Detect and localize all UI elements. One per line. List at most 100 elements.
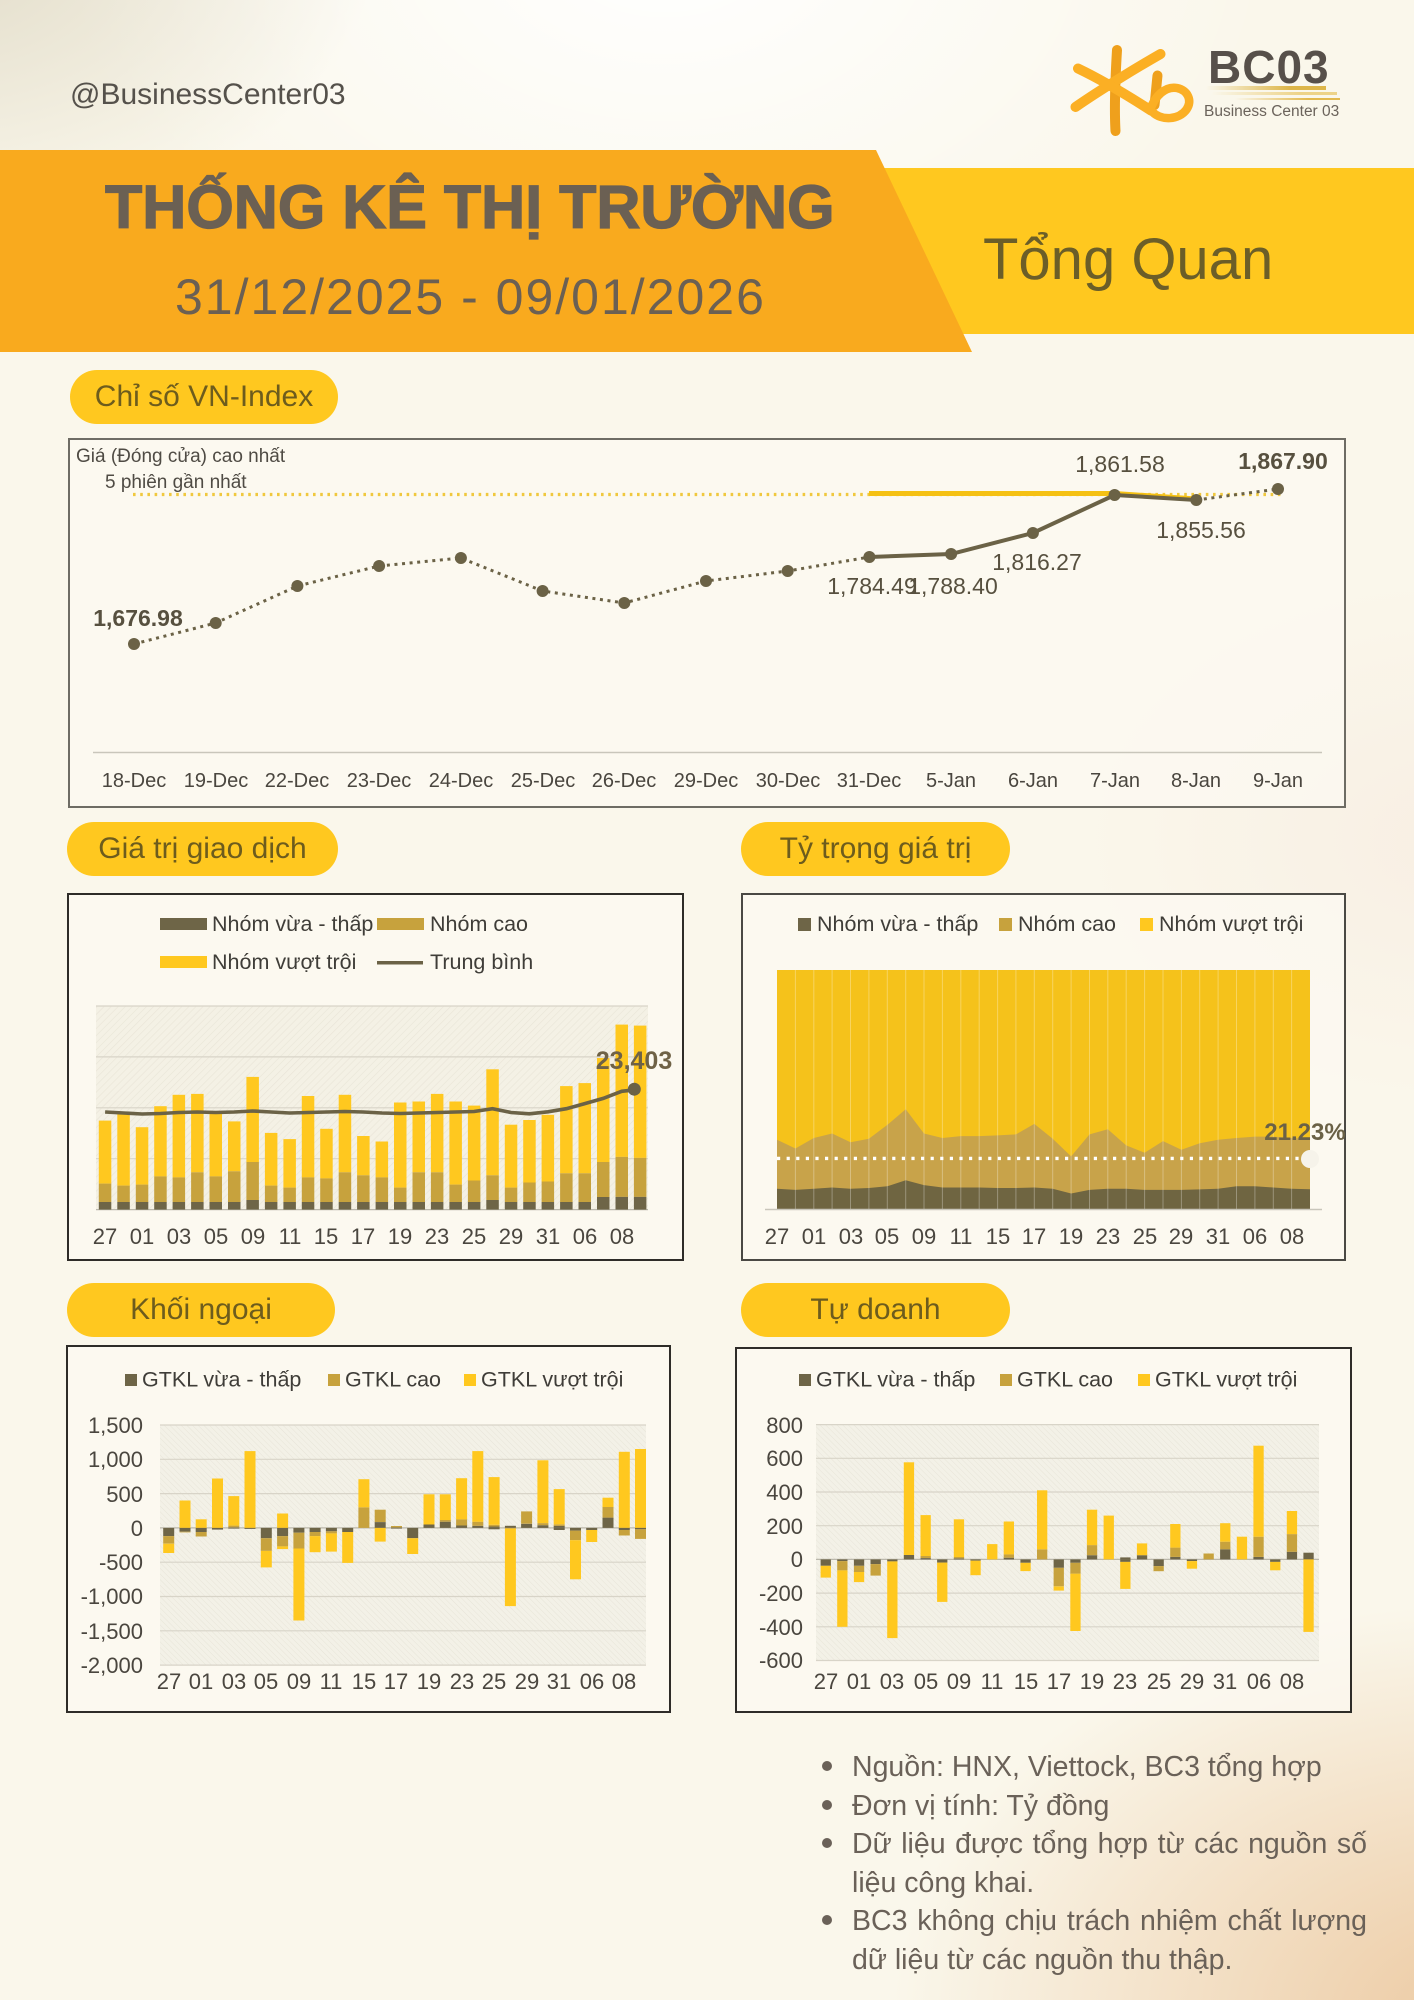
svg-text:09: 09 — [241, 1224, 265, 1249]
svg-text:17: 17 — [384, 1669, 408, 1694]
svg-text:1,816.27: 1,816.27 — [992, 549, 1082, 575]
svg-text:05: 05 — [875, 1224, 899, 1249]
svg-text:0: 0 — [131, 1516, 143, 1541]
svg-text:25: 25 — [482, 1669, 506, 1694]
svg-text:Trung bình: Trung bình — [430, 950, 533, 974]
svg-text:23: 23 — [1096, 1224, 1120, 1249]
svg-text:29: 29 — [1180, 1669, 1204, 1694]
svg-text:31-Dec: 31-Dec — [837, 770, 901, 792]
svg-text:19: 19 — [388, 1224, 412, 1249]
svg-text:7-Jan: 7-Jan — [1090, 770, 1140, 792]
svg-text:21.23%: 21.23% — [1264, 1119, 1345, 1146]
svg-text:27: 27 — [765, 1224, 789, 1249]
svg-text:03: 03 — [222, 1669, 246, 1694]
svg-text:24-Dec: 24-Dec — [429, 770, 493, 792]
svg-text:8-Jan: 8-Jan — [1171, 770, 1221, 792]
svg-text:17: 17 — [351, 1224, 375, 1249]
svg-text:05: 05 — [254, 1669, 278, 1694]
svg-text:200: 200 — [766, 1514, 803, 1539]
svg-text:11: 11 — [320, 1669, 343, 1694]
svg-text:500: 500 — [106, 1482, 143, 1507]
svg-text:GTKL cao: GTKL cao — [1017, 1368, 1113, 1392]
svg-text:25: 25 — [462, 1224, 486, 1249]
svg-text:09: 09 — [287, 1669, 311, 1694]
svg-text:17: 17 — [1047, 1669, 1071, 1694]
svg-text:29: 29 — [499, 1224, 523, 1249]
svg-text:Nhóm vượt trội: Nhóm vượt trội — [1159, 912, 1303, 936]
svg-text:27: 27 — [93, 1224, 117, 1249]
svg-text:29: 29 — [515, 1669, 539, 1694]
svg-text:GTKL cao: GTKL cao — [345, 1368, 441, 1392]
svg-text:400: 400 — [766, 1480, 803, 1505]
svg-text:1,788.40: 1,788.40 — [908, 573, 998, 599]
svg-text:23,403: 23,403 — [596, 1047, 672, 1075]
svg-text:15: 15 — [352, 1669, 376, 1694]
svg-text:800: 800 — [766, 1413, 803, 1438]
svg-text:23: 23 — [1113, 1669, 1137, 1694]
svg-text:Giá (Đóng cửa) cao nhất: Giá (Đóng cửa) cao nhất — [76, 446, 286, 467]
svg-text:-2,000: -2,000 — [81, 1653, 143, 1678]
svg-text:11: 11 — [279, 1224, 302, 1249]
svg-text:01: 01 — [130, 1224, 154, 1249]
svg-text:01: 01 — [802, 1224, 826, 1249]
svg-text:25-Dec: 25-Dec — [511, 770, 575, 792]
svg-text:23: 23 — [425, 1224, 449, 1249]
svg-text:Nhóm vừa - thấp: Nhóm vừa - thấp — [212, 912, 373, 936]
svg-text:-600: -600 — [759, 1648, 803, 1673]
svg-text:9-Jan: 9-Jan — [1253, 770, 1303, 792]
svg-text:01: 01 — [189, 1669, 213, 1694]
svg-text:5-Jan: 5-Jan — [926, 770, 976, 792]
svg-text:1,500: 1,500 — [88, 1413, 143, 1438]
svg-text:25: 25 — [1133, 1224, 1157, 1249]
svg-text:Nhóm cao: Nhóm cao — [1018, 912, 1116, 936]
svg-text:0: 0 — [791, 1547, 803, 1572]
svg-text:23: 23 — [450, 1669, 474, 1694]
svg-text:1,000: 1,000 — [88, 1447, 143, 1472]
svg-text:27: 27 — [157, 1669, 181, 1694]
svg-text:08: 08 — [612, 1669, 636, 1694]
svg-text:-500: -500 — [99, 1550, 143, 1575]
svg-text:600: 600 — [766, 1446, 803, 1471]
svg-text:08: 08 — [1280, 1224, 1304, 1249]
svg-text:GTKL vừa - thấp: GTKL vừa - thấp — [142, 1368, 301, 1392]
svg-text:08: 08 — [610, 1224, 634, 1249]
svg-text:03: 03 — [167, 1224, 191, 1249]
svg-text:17: 17 — [1022, 1224, 1046, 1249]
svg-text:27: 27 — [814, 1669, 838, 1694]
svg-text:-200: -200 — [759, 1581, 803, 1606]
svg-text:06: 06 — [1243, 1224, 1267, 1249]
svg-text:03: 03 — [880, 1669, 904, 1694]
svg-text:09: 09 — [947, 1669, 971, 1694]
svg-text:18-Dec: 18-Dec — [102, 770, 166, 792]
svg-text:15: 15 — [1014, 1669, 1038, 1694]
svg-text:30-Dec: 30-Dec — [756, 770, 820, 792]
svg-text:15: 15 — [986, 1224, 1010, 1249]
svg-text:Nhóm cao: Nhóm cao — [430, 912, 528, 936]
svg-text:Nhóm vừa - thấp: Nhóm vừa - thấp — [817, 912, 978, 936]
svg-text:1,676.98: 1,676.98 — [93, 605, 183, 631]
svg-text:GTKL vượt trội: GTKL vượt trội — [1155, 1368, 1297, 1392]
svg-text:05: 05 — [204, 1224, 228, 1249]
svg-text:06: 06 — [1247, 1669, 1271, 1694]
svg-text:03: 03 — [839, 1224, 863, 1249]
svg-text:Nhóm vượt trội: Nhóm vượt trội — [212, 950, 356, 974]
svg-text:1,784.49: 1,784.49 — [827, 573, 917, 599]
svg-text:-1,000: -1,000 — [81, 1584, 143, 1609]
svg-text:06: 06 — [573, 1224, 597, 1249]
svg-text:15: 15 — [314, 1224, 338, 1249]
svg-text:1,867.90: 1,867.90 — [1238, 448, 1328, 474]
svg-text:29-Dec: 29-Dec — [674, 770, 738, 792]
svg-text:23-Dec: 23-Dec — [347, 770, 411, 792]
svg-text:19: 19 — [1080, 1669, 1104, 1694]
svg-text:26-Dec: 26-Dec — [592, 770, 656, 792]
svg-text:31: 31 — [536, 1224, 560, 1249]
svg-text:31: 31 — [1213, 1669, 1237, 1694]
svg-text:6-Jan: 6-Jan — [1008, 770, 1058, 792]
svg-text:19-Dec: 19-Dec — [184, 770, 248, 792]
svg-text:5 phiên gần nhất: 5 phiên gần nhất — [105, 472, 247, 493]
svg-text:19: 19 — [1059, 1224, 1083, 1249]
svg-text:29: 29 — [1169, 1224, 1193, 1249]
svg-text:19: 19 — [417, 1669, 441, 1694]
svg-text:-1,500: -1,500 — [81, 1619, 143, 1644]
svg-text:22-Dec: 22-Dec — [265, 770, 329, 792]
